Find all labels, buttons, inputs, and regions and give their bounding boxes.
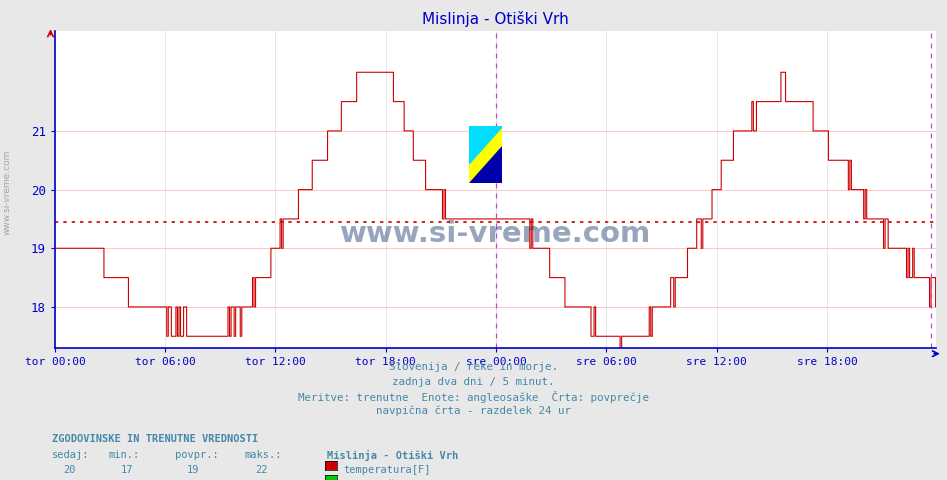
Text: min.:: min.: [109,450,140,460]
Text: -nan: -nan [60,479,84,480]
Text: sedaj:: sedaj: [52,450,90,460]
Text: temperatura[F]: temperatura[F] [344,465,431,475]
Text: maks.:: maks.: [244,450,282,460]
Text: navpična črta - razdelek 24 ur: navpična črta - razdelek 24 ur [376,406,571,416]
Text: zadnja dva dni / 5 minut.: zadnja dva dni / 5 minut. [392,377,555,387]
Text: 17: 17 [120,465,133,475]
Text: 22: 22 [256,465,268,475]
Text: Meritve: trenutne  Enote: angleosaške  Črta: povprečje: Meritve: trenutne Enote: angleosaške Črt… [298,391,649,403]
Text: 20: 20 [63,465,76,475]
Text: pretok[čevelj3/min]: pretok[čevelj3/min] [344,479,462,480]
Text: www.si-vreme.com: www.si-vreme.com [3,149,12,235]
Title: Mislinja - Otiški Vrh: Mislinja - Otiški Vrh [422,11,568,27]
Text: Slovenija / reke in morje.: Slovenija / reke in morje. [389,362,558,372]
Polygon shape [469,126,502,163]
Text: Mislinja - Otiški Vrh: Mislinja - Otiški Vrh [327,450,458,461]
Polygon shape [469,146,502,183]
Text: -nan: -nan [252,479,277,480]
Text: -nan: -nan [116,479,141,480]
Text: 19: 19 [187,465,199,475]
Text: www.si-vreme.com: www.si-vreme.com [340,220,651,248]
Text: povpr.:: povpr.: [175,450,219,460]
Text: ZGODOVINSKE IN TRENUTNE VREDNOSTI: ZGODOVINSKE IN TRENUTNE VREDNOSTI [52,434,259,444]
Text: -nan: -nan [183,479,207,480]
